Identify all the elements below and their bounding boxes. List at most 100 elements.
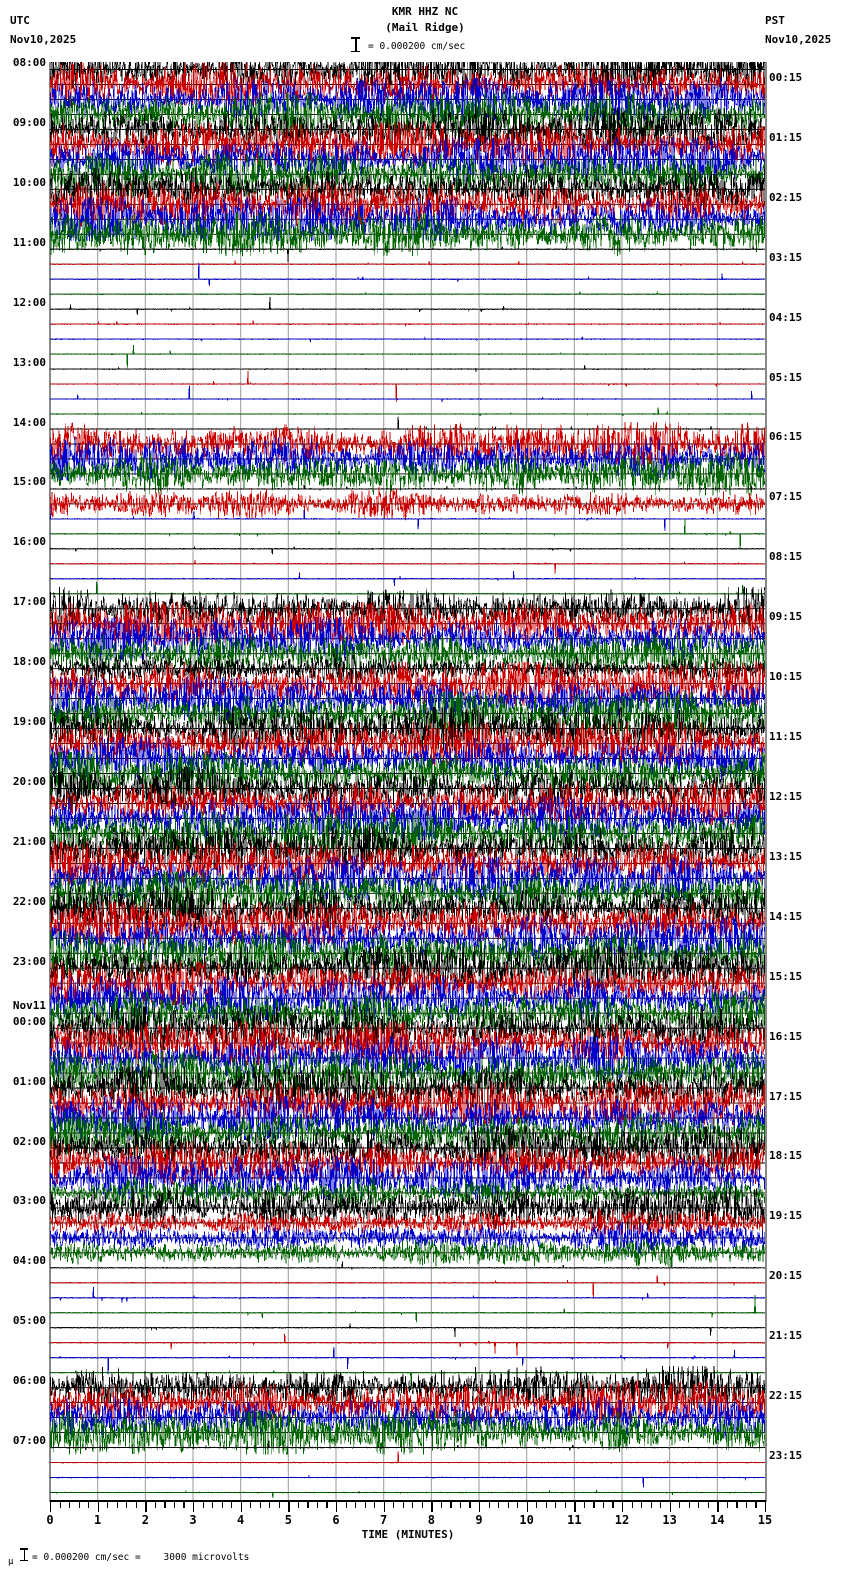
- utc-time-label: 14:00: [12, 415, 46, 429]
- x-axis-tick-label: 10: [519, 1513, 534, 1527]
- x-axis-minor-tick: [202, 1501, 204, 1508]
- x-axis-minor-tick: [183, 1501, 185, 1508]
- seismogram-canvas: [50, 62, 765, 1500]
- utc-time-label: 02:00: [12, 1134, 46, 1148]
- x-axis-minor-tick: [164, 1501, 166, 1508]
- utc-time-label: 16:00: [12, 535, 46, 549]
- pst-time-label: 06:15: [769, 430, 803, 444]
- utc-time-label: 07:00: [12, 1434, 46, 1448]
- pst-timezone-label: PST: [765, 14, 785, 27]
- pst-time-label: 22:15: [769, 1389, 803, 1403]
- x-axis-minor-tick: [755, 1501, 757, 1508]
- x-axis: 0 1 2 3 4 5 6 7 8 9 10 11 12 13 14 15: [46, 1500, 772, 1530]
- pst-time-label: 20:15: [769, 1269, 803, 1283]
- utc-time-label: 01:00: [12, 1074, 46, 1088]
- x-axis-minor-tick: [507, 1501, 509, 1508]
- x-axis-major-tick: [622, 1501, 624, 1512]
- x-axis-minor-tick: [316, 1501, 319, 1508]
- footer-scale-bar-icon: [20, 1548, 28, 1561]
- pst-time-label: 01:15: [769, 130, 803, 144]
- x-axis-minor-tick: [679, 1501, 681, 1508]
- x-axis-major-tick: [574, 1501, 576, 1512]
- pst-time-label: 05:15: [769, 370, 803, 384]
- x-axis-minor-tick: [421, 1501, 423, 1508]
- utc-time-label: 08:00: [12, 56, 46, 69]
- utc-time-axis-labels: 08:00 09:00 10:00 11:00 12:00 13:00 14:00 15:00…: [0, 0, 46, 1584]
- x-axis-tick-label: 7: [380, 1513, 388, 1527]
- x-axis-tick-label: 13: [662, 1513, 677, 1527]
- utc-time-label: 04:00: [12, 1254, 46, 1268]
- utc-time-label: 20:00: [12, 775, 46, 788]
- utc-time-label: 00:00: [12, 1014, 46, 1028]
- utc-time-label: 19:00: [12, 715, 46, 729]
- plot-left-axis: [49, 62, 51, 1502]
- x-axis-minor-tick: [745, 1501, 748, 1508]
- x-axis-minor-tick: [231, 1501, 233, 1508]
- x-axis-minor-tick: [488, 1501, 490, 1508]
- x-axis-minor-tick: [259, 1501, 261, 1508]
- scale-calibration-note: = 0.000200 cm/sec: [368, 41, 466, 52]
- x-axis-major-tick: [765, 1501, 767, 1512]
- x-axis-minor-tick: [402, 1501, 404, 1508]
- x-axis-minor-tick: [221, 1501, 223, 1508]
- pst-time-label: 12:15: [769, 789, 803, 803]
- x-axis-tick-label: 8: [427, 1513, 435, 1527]
- utc-day-marker-label: Nov11: [12, 998, 46, 1012]
- x-axis-minor-tick: [736, 1501, 738, 1508]
- x-axis-minor-tick: [412, 1501, 414, 1508]
- pst-time-label: 21:15: [769, 1329, 803, 1343]
- x-axis-minor-tick: [78, 1501, 80, 1508]
- x-axis-minor-tick: [393, 1501, 395, 1508]
- x-axis-minor-tick: [602, 1501, 605, 1508]
- seismogram-plot[interactable]: [50, 62, 765, 1500]
- x-axis-major-tick: [288, 1501, 290, 1512]
- x-axis-minor-tick: [212, 1501, 214, 1508]
- x-axis-minor-tick: [116, 1501, 118, 1508]
- x-axis-tick-label: 4: [237, 1513, 245, 1527]
- x-axis-major-tick: [240, 1501, 242, 1512]
- utc-time-label: 23:00: [12, 954, 46, 968]
- x-axis-minor-tick: [517, 1501, 519, 1508]
- x-axis-minor-tick: [59, 1501, 61, 1508]
- pst-time-label: 17:15: [769, 1089, 803, 1103]
- pst-time-label: 19:15: [769, 1209, 803, 1223]
- x-axis-minor-tick: [135, 1501, 137, 1508]
- x-axis-major-tick: [336, 1501, 338, 1512]
- pst-time-label: 04:15: [769, 310, 803, 324]
- x-axis-minor-tick: [498, 1501, 500, 1508]
- x-axis-minor-tick: [355, 1501, 357, 1508]
- utc-time-label: 22:00: [12, 894, 46, 908]
- station-subtitle: (Mail Ridge): [385, 21, 465, 34]
- pst-time-label: 03:15: [769, 250, 803, 264]
- utc-timezone-label: UTC: [10, 14, 30, 27]
- pst-time-label: 09:15: [769, 610, 803, 624]
- x-axis-tick-label: 3: [189, 1513, 197, 1527]
- x-axis-minor-tick: [440, 1501, 443, 1508]
- x-axis-tick-label: 14: [710, 1513, 725, 1527]
- x-axis-baseline: [50, 1500, 766, 1502]
- pst-time-label: 00:15: [769, 70, 803, 84]
- utc-time-label: 03:00: [12, 1194, 46, 1208]
- x-axis-major-tick: [669, 1501, 671, 1512]
- pst-time-label: 02:15: [769, 190, 803, 204]
- utc-time-label: 06:00: [12, 1374, 46, 1388]
- utc-time-label: 05:00: [12, 1314, 46, 1328]
- x-axis-major-tick: [431, 1501, 433, 1512]
- x-axis-tick-label: 0: [46, 1513, 54, 1527]
- x-axis-tick-label: 15: [757, 1513, 773, 1527]
- pst-time-label: 08:15: [769, 550, 803, 564]
- x-axis-major-tick: [383, 1501, 385, 1512]
- x-axis-minor-tick: [88, 1501, 90, 1508]
- x-axis-tick-label: 1: [94, 1513, 102, 1527]
- x-axis-major-tick: [193, 1501, 195, 1512]
- x-axis-minor-tick: [612, 1501, 614, 1508]
- x-axis-major-tick: [526, 1501, 528, 1512]
- x-axis-minor-tick: [726, 1501, 729, 1508]
- x-axis-minor-tick: [583, 1501, 586, 1508]
- pst-time-label: 15:15: [769, 969, 803, 983]
- x-axis-minor-tick: [278, 1501, 280, 1508]
- x-axis-minor-tick: [69, 1501, 71, 1508]
- x-axis-tick-label: 6: [332, 1513, 340, 1527]
- x-axis-minor-tick: [536, 1501, 538, 1508]
- utc-time-label: 13:00: [12, 355, 46, 369]
